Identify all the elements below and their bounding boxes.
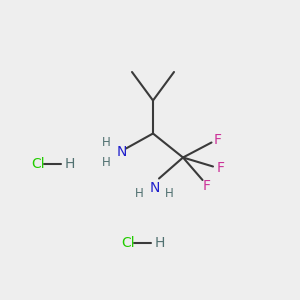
Text: N: N [116,145,127,158]
Text: F: F [203,179,211,193]
Text: Cl: Cl [122,236,135,250]
Text: F: F [217,161,224,175]
Text: H: H [64,157,75,170]
Text: N: N [149,181,160,194]
Text: H: H [102,136,111,149]
Text: H: H [135,187,144,200]
Text: H: H [102,155,111,169]
Text: F: F [214,133,221,146]
Text: Cl: Cl [32,157,45,170]
Text: H: H [154,236,165,250]
Text: H: H [165,187,174,200]
